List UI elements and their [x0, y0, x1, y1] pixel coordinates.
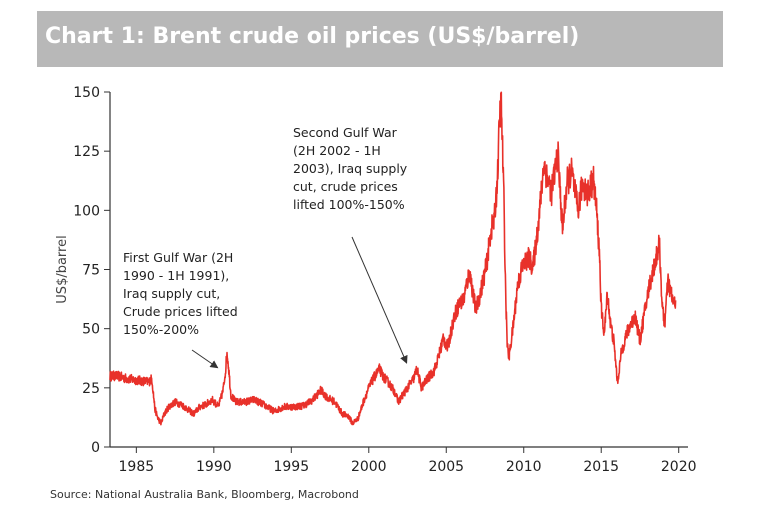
annotation-text-line: 2003), Iraq supply: [293, 161, 408, 176]
x-tick-label: 2020: [661, 459, 697, 475]
annotation-text-line: cut, crude prices: [293, 179, 398, 194]
x-tick-label: 1985: [119, 459, 155, 475]
annotation-text-line: 1990 - 1H 1991),: [123, 268, 229, 283]
annotation-text-line: First Gulf War (2H: [123, 250, 233, 265]
y-tick-label: 100: [73, 203, 100, 219]
annotation-text-line: (2H 2002 - 1H: [293, 143, 381, 158]
y-tick-label: 150: [73, 85, 100, 101]
annotation-text-line: lifted 100%-150%: [293, 197, 405, 212]
annotations: First Gulf War (2H 1990 - 1H 1991), Iraq s…: [123, 125, 408, 369]
annotation-text-line: Iraq supply cut,: [123, 286, 220, 301]
source-note: Source: National Australia Bank, Bloombe…: [50, 488, 359, 501]
annotation-arrow: [351, 236, 408, 364]
y-axis-label: US$/barrel: [55, 235, 70, 303]
x-tick-label: 1990: [196, 459, 232, 475]
x-tick-label: 2005: [428, 459, 464, 475]
axes: 0 25 50 75 100 125 150 1985 1990 1995 2000 2005 2010…: [55, 85, 697, 475]
x-tick-label: 2000: [351, 459, 387, 475]
annotation-text-line: Crude prices lifted: [123, 304, 238, 319]
annotation-text-line: Second Gulf War: [293, 125, 398, 140]
x-tick-label: 2015: [583, 459, 619, 475]
y-tick-label: 125: [73, 144, 100, 160]
x-tick-label: 2010: [506, 459, 542, 475]
y-tick-label: 0: [91, 440, 100, 456]
y-tick-label: 50: [82, 322, 100, 338]
y-tick-label: 75: [82, 263, 100, 279]
series-line-brent: [109, 91, 677, 426]
chart-title-bar: Chart 1: Brent crude oil prices (US$/bar…: [37, 11, 723, 67]
series-layer: [109, 91, 677, 426]
annotation-arrow: [191, 349, 219, 369]
chart-title: Chart 1: Brent crude oil prices (US$/bar…: [45, 24, 580, 49]
y-tick-label: 25: [82, 381, 100, 397]
annotation-text-line: 150%-200%: [123, 322, 199, 337]
x-tick-label: 1995: [273, 459, 309, 475]
